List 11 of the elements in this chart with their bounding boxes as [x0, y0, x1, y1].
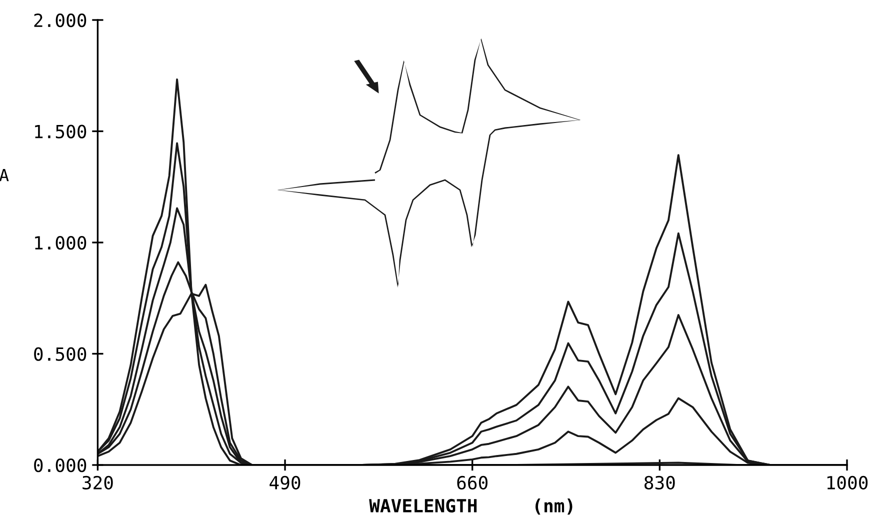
- x-axis-title: WAVELENGTH (nm): [369, 498, 572, 515]
- x-tick-label: 1000: [827, 476, 868, 490]
- y-tick-label: 0.500: [34, 347, 86, 361]
- x-tick-label: 830: [644, 476, 675, 490]
- y-tick-label: 1.500: [35, 124, 86, 138]
- x-tick-label: 660: [457, 476, 488, 490]
- y-tick-label: 1.000: [35, 236, 86, 250]
- y-tick-label: 2.000: [34, 14, 86, 28]
- x-tick-label: 320: [82, 476, 113, 490]
- y-tick-label: 0.000: [34, 458, 86, 472]
- x-tick-label: 490: [270, 476, 300, 490]
